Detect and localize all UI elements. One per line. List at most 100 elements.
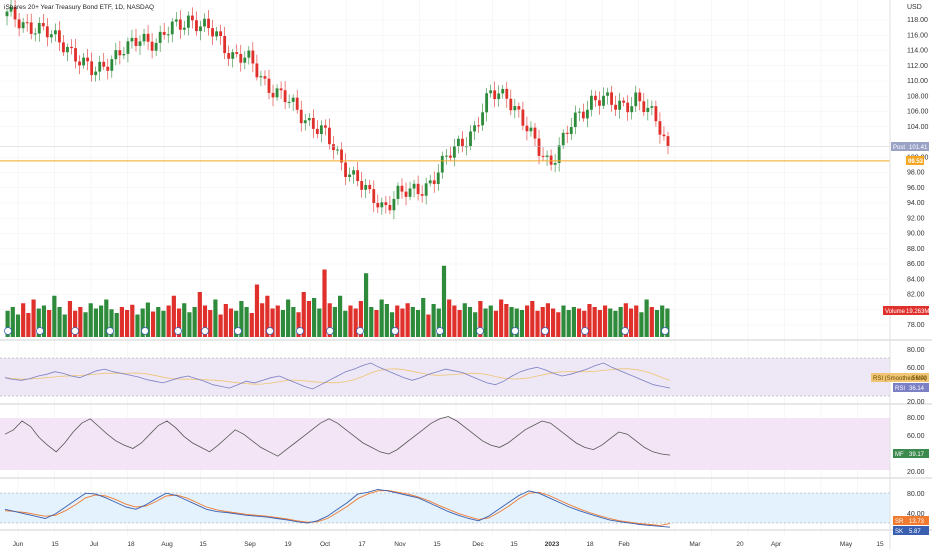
- dividend-marker[interactable]: [106, 327, 114, 335]
- candle: [178, 10, 182, 39]
- volume-bar: [202, 305, 208, 337]
- time-tick-label: Nov: [394, 541, 406, 548]
- candle: [416, 175, 420, 201]
- volume-bar: [343, 310, 348, 337]
- svg-text:MF: MF: [895, 452, 904, 458]
- dividend-marker[interactable]: [476, 327, 484, 335]
- stoch-sr-tag: SR 13.73: [893, 516, 929, 525]
- mf-tag: MF 39.17: [893, 449, 929, 458]
- svg-text:101.41: 101.41: [909, 145, 928, 151]
- candle: [380, 197, 384, 215]
- dividend-marker[interactable]: [661, 327, 669, 335]
- dividend-marker[interactable]: [234, 327, 242, 335]
- volume-bar: [234, 310, 239, 337]
- candle: [263, 70, 267, 86]
- candle: [110, 55, 114, 78]
- candle: [267, 69, 271, 100]
- volume-bar: [67, 301, 73, 337]
- volume-bar: [654, 310, 660, 337]
- candle: [456, 135, 460, 154]
- dividend-marker[interactable]: [141, 327, 149, 335]
- candle: [9, 0, 13, 17]
- volume-bar: [265, 295, 270, 337]
- time-tick-label: May: [840, 541, 853, 548]
- candle: [102, 52, 106, 71]
- dividend-marker[interactable]: [174, 327, 182, 335]
- dividend-marker[interactable]: [296, 327, 304, 335]
- candle: [332, 136, 335, 160]
- candle: [138, 35, 142, 56]
- candle: [525, 116, 529, 141]
- dividend-marker[interactable]: [511, 327, 519, 335]
- candle: [146, 25, 150, 51]
- time-tick-label: 2023: [545, 541, 560, 548]
- volume-bar: [566, 310, 571, 337]
- dividend-marker[interactable]: [326, 327, 334, 335]
- volume-bar: [545, 303, 551, 337]
- dividend-marker[interactable]: [36, 327, 44, 335]
- candle: [461, 131, 464, 153]
- rsi-ma-tag: RSI (Smoothed MA) 56.00: [871, 373, 929, 382]
- volume-bar: [83, 312, 88, 337]
- stoch-sk-tag: SK 5.87: [893, 526, 929, 535]
- dividend-marker[interactable]: [621, 327, 629, 335]
- volume-bar: [109, 309, 114, 337]
- dividend-marker[interactable]: [266, 327, 274, 335]
- price-tick-label: 114.00: [907, 48, 928, 55]
- volume-bar: [254, 284, 260, 337]
- rsi-tag: RSI 36.14: [893, 383, 929, 392]
- candle: [255, 54, 259, 81]
- volume-bar: [400, 308, 405, 337]
- time-tick-label: 15: [199, 541, 207, 548]
- candle: [392, 191, 396, 220]
- candle: [509, 89, 513, 116]
- candle: [630, 97, 634, 120]
- candle: [53, 23, 57, 42]
- volume-bar: [62, 314, 67, 337]
- candle: [323, 119, 327, 136]
- dividend-marker[interactable]: [201, 327, 209, 335]
- volume-bar: [135, 314, 140, 337]
- dividend-marker[interactable]: [436, 327, 444, 335]
- candle: [545, 150, 549, 167]
- volume-bar: [613, 310, 618, 337]
- dividend-marker[interactable]: [356, 327, 364, 335]
- candle: [666, 131, 670, 155]
- candle: [489, 84, 493, 98]
- volume-bar: [597, 310, 602, 337]
- dividend-marker[interactable]: [581, 327, 589, 335]
- candle: [98, 55, 102, 81]
- dividend-marker[interactable]: [391, 327, 399, 335]
- candle: [142, 28, 146, 46]
- candle: [295, 89, 299, 114]
- candle: [166, 26, 170, 43]
- volume-bar: [374, 310, 379, 337]
- candle: [174, 12, 178, 27]
- candle: [477, 116, 480, 133]
- candle: [388, 195, 392, 215]
- svg-text:99.53: 99.53: [908, 159, 924, 165]
- volume-bar: [286, 299, 291, 337]
- volume-bar: [358, 301, 363, 337]
- volume-bar: [488, 305, 493, 337]
- volume-bar: [389, 312, 395, 337]
- volume-bar: [415, 310, 421, 337]
- time-axis[interactable]: Jun 15 Jul 18 Aug 15 Sep 19 Oct 17 Nov 15 Dec 15 2023 1…: [13, 541, 884, 548]
- volume-bar: [322, 269, 327, 337]
- candle: [340, 142, 343, 171]
- svg-text:Post: Post: [893, 145, 905, 151]
- candle: [364, 178, 368, 199]
- candle: [122, 46, 126, 60]
- svg-text:SK: SK: [895, 529, 903, 535]
- candle: [207, 9, 210, 36]
- dividend-marker[interactable]: [541, 327, 549, 335]
- candle: [533, 122, 537, 147]
- candle: [396, 182, 400, 206]
- dividend-marker[interactable]: [4, 327, 12, 335]
- candle: [283, 81, 287, 110]
- price-axis[interactable]: 118.00 116.00 114.00 112.00 110.00 108.00 106.…: [907, 17, 929, 518]
- candle: [573, 105, 577, 135]
- dividend-marker[interactable]: [71, 327, 79, 335]
- volume-bar: [5, 310, 10, 337]
